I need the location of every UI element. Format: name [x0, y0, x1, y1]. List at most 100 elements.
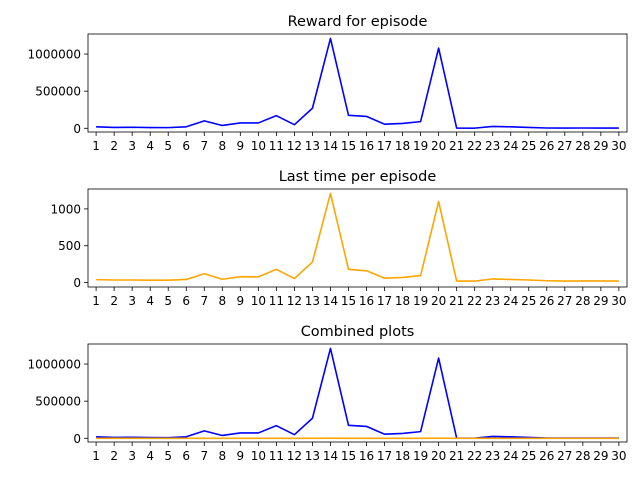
- x-tick-label: 14: [323, 139, 338, 153]
- data-point: [420, 437, 422, 439]
- x-tick-label: 16: [359, 294, 374, 308]
- x-tick-label: 21: [449, 449, 464, 463]
- x-tick-label: 16: [359, 449, 374, 463]
- data-point: [600, 280, 602, 282]
- data-point: [420, 275, 422, 277]
- data-point: [185, 437, 187, 439]
- data-point: [510, 279, 512, 281]
- x-tick-label: 28: [575, 294, 590, 308]
- x-tick-label: 4: [146, 139, 154, 153]
- y-tick-label: 1000000: [28, 358, 81, 372]
- data-point: [95, 279, 97, 281]
- x-tick-label: 13: [305, 139, 320, 153]
- x-tick-label: 7: [200, 449, 208, 463]
- data-point: [618, 127, 620, 129]
- y-tick-label: 500000: [35, 85, 81, 99]
- data-point: [258, 437, 260, 439]
- x-tick-label: 11: [269, 139, 284, 153]
- data-point: [131, 279, 133, 281]
- data-point: [582, 127, 584, 129]
- x-tick-label: 22: [467, 139, 482, 153]
- x-tick-label: 8: [218, 449, 226, 463]
- data-point: [546, 437, 548, 439]
- x-tick-label: 19: [413, 294, 428, 308]
- x-tick-label: 6: [182, 294, 190, 308]
- x-tick-label: 9: [237, 139, 245, 153]
- x-tick-label: 28: [575, 449, 590, 463]
- x-tick-label: 26: [539, 139, 554, 153]
- data-point: [276, 425, 278, 427]
- data-point: [258, 276, 260, 278]
- x-tick-label: 1: [92, 139, 100, 153]
- data-point: [384, 123, 386, 125]
- data-point: [131, 437, 133, 439]
- data-point: [221, 435, 223, 437]
- y-tick-label: 1000: [50, 202, 81, 216]
- data-point: [149, 127, 151, 129]
- x-tick-label: 21: [449, 294, 464, 308]
- data-point: [185, 126, 187, 128]
- data-point: [330, 193, 332, 195]
- data-point: [456, 127, 458, 129]
- data-point: [330, 348, 332, 350]
- x-tick-label: 12: [287, 139, 302, 153]
- data-point: [474, 127, 476, 129]
- x-tick-label: 30: [611, 139, 626, 153]
- x-tick-label: 24: [503, 139, 518, 153]
- x-tick-label: 18: [395, 294, 410, 308]
- chart-title: Reward for episode: [288, 14, 428, 30]
- x-tick-label: 14: [323, 294, 338, 308]
- data-point: [348, 424, 350, 426]
- data-point: [456, 280, 458, 282]
- data-point: [294, 434, 296, 436]
- series-line-1: [96, 37, 619, 129]
- data-point: [564, 280, 566, 282]
- data-point: [366, 270, 368, 272]
- x-tick-label: 10: [251, 294, 266, 308]
- data-point: [167, 279, 169, 281]
- x-tick-label: 20: [431, 449, 446, 463]
- x-tick-label: 8: [218, 294, 226, 308]
- x-tick-label: 10: [251, 449, 266, 463]
- x-tick-label: 22: [467, 294, 482, 308]
- data-point: [546, 127, 548, 129]
- x-tick-label: 24: [503, 449, 518, 463]
- y-tick-label: 500: [58, 239, 81, 253]
- x-tick-label: 17: [377, 449, 392, 463]
- x-tick-label: 12: [287, 294, 302, 308]
- data-point: [95, 437, 97, 439]
- data-point: [348, 269, 350, 271]
- data-point: [510, 437, 512, 439]
- x-tick-label: 2: [110, 294, 118, 308]
- data-point: [384, 277, 386, 279]
- x-tick-label: 23: [485, 449, 500, 463]
- data-point: [276, 269, 278, 271]
- data-point: [203, 273, 205, 275]
- x-tick-label: 5: [164, 294, 172, 308]
- data-point: [510, 436, 512, 438]
- data-point: [240, 432, 242, 434]
- data-point: [185, 279, 187, 281]
- y-tick-label: 0: [73, 432, 81, 446]
- axes-frame: [87, 188, 628, 288]
- y-tick-label: 0: [73, 122, 81, 136]
- x-tick-label: 13: [305, 294, 320, 308]
- data-point: [600, 437, 602, 439]
- axes-frame: [87, 343, 628, 443]
- x-tick-label: 3: [128, 139, 136, 153]
- data-point: [600, 127, 602, 129]
- x-tick-label: 12: [287, 449, 302, 463]
- data-point: [492, 436, 494, 438]
- data-point: [438, 437, 440, 439]
- data-point: [185, 436, 187, 438]
- data-point: [294, 278, 296, 280]
- data-point: [528, 127, 530, 129]
- data-point: [312, 107, 314, 109]
- series-line-1: [96, 347, 619, 439]
- x-tick-label: 27: [557, 449, 572, 463]
- data-point: [113, 127, 115, 129]
- data-point: [258, 122, 260, 124]
- data-point: [294, 437, 296, 439]
- x-tick-label: 17: [377, 294, 392, 308]
